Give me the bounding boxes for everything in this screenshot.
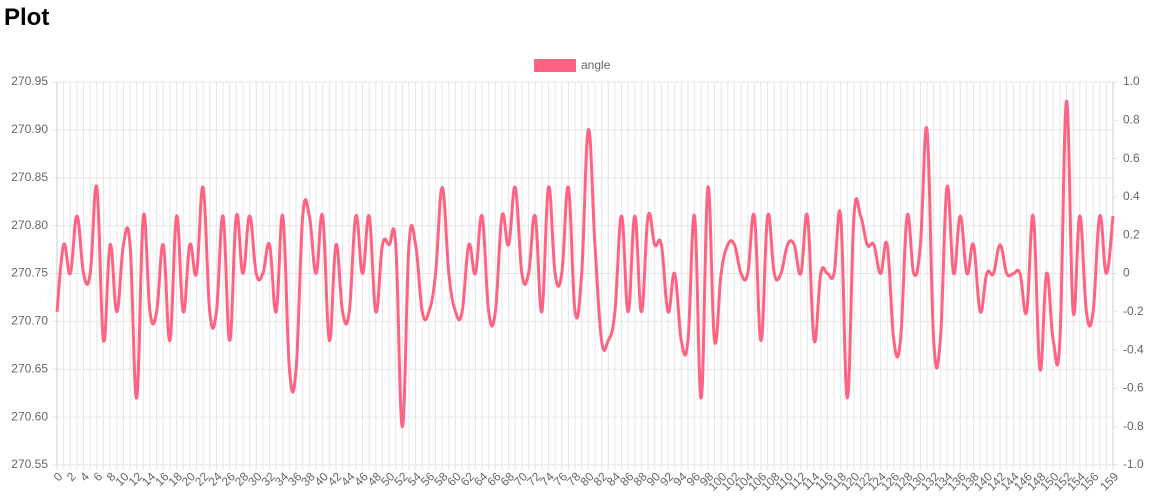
y2-tick-label: -0.4	[1123, 342, 1144, 356]
y2-tick-label: 0	[1123, 266, 1130, 280]
x-tick-label: 159	[1097, 469, 1121, 493]
y-tick-label: 270.55	[11, 457, 48, 471]
y-tick-label: 270.60	[11, 409, 48, 423]
x-tick-label: 0	[51, 469, 66, 484]
y2-tick-label: 0.8	[1123, 112, 1140, 126]
y-tick-label: 270.80	[11, 218, 48, 232]
line-series	[55, 99, 1115, 429]
y2-tick-label: 1.0	[1123, 74, 1140, 88]
y2-tick-label: -1.0	[1123, 457, 1144, 471]
page-heading: Plot	[4, 4, 50, 31]
x-tick-label: 4	[77, 469, 92, 484]
y-tick-label: 270.95	[11, 74, 48, 88]
y2-tick-label: 0.6	[1123, 151, 1140, 165]
y2-tick-label: 0.2	[1123, 227, 1140, 241]
y2-tick-label: 0.4	[1123, 189, 1140, 203]
x-tick-label: 2	[64, 469, 79, 484]
legend-label: angle	[581, 58, 611, 72]
y2-tick-label: -0.6	[1123, 381, 1144, 395]
y-tick-label: 270.65	[11, 361, 48, 375]
y2-tick-label: -0.2	[1123, 304, 1144, 318]
x-tick-label: 6	[91, 469, 106, 484]
y-tick-label: 270.90	[11, 122, 48, 136]
y2-tick-label: -0.8	[1123, 419, 1144, 433]
y-tick-label: 270.75	[11, 266, 48, 280]
y-tick-label: 270.70	[11, 314, 48, 328]
legend-swatch	[534, 59, 576, 72]
y-tick-label: 270.85	[11, 170, 48, 184]
